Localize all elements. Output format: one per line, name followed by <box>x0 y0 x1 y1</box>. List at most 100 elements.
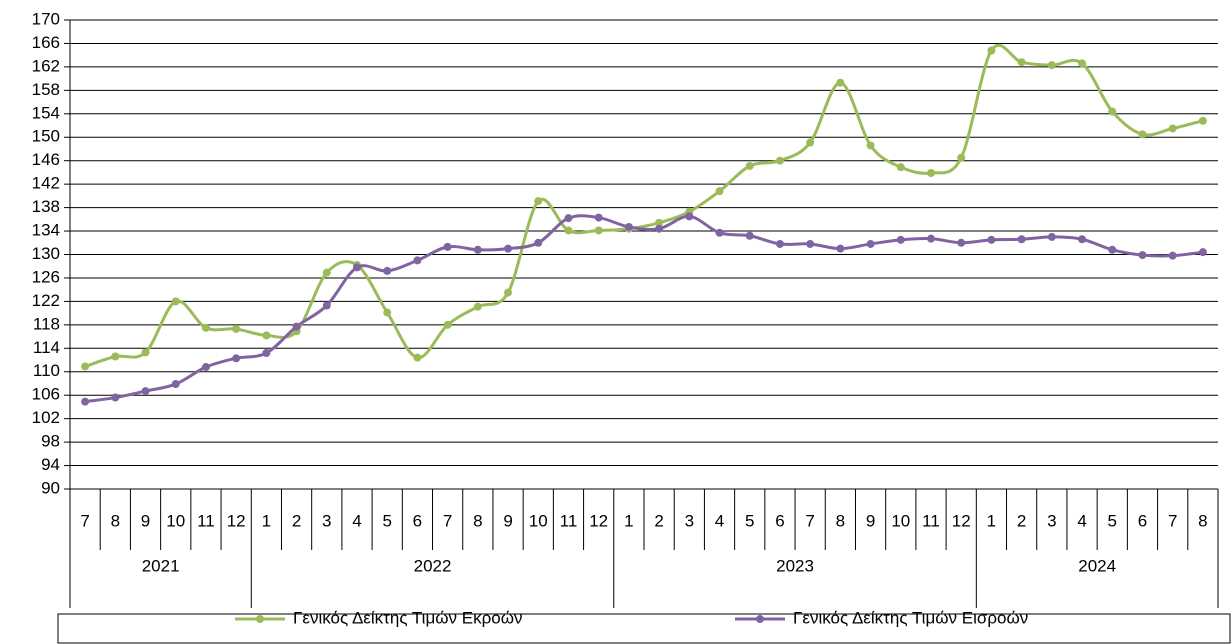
data-point <box>171 380 180 389</box>
data-point <box>715 228 724 237</box>
data-point <box>1108 107 1117 116</box>
data-point <box>1108 245 1117 254</box>
y-tick-label: 162 <box>32 56 60 75</box>
data-point <box>473 245 482 254</box>
data-point <box>775 239 784 248</box>
x-tick-label: 8 <box>1198 511 1207 530</box>
x-tick-label: 12 <box>952 511 971 530</box>
x-tick-label: 1 <box>987 511 996 530</box>
data-point <box>1047 61 1056 70</box>
y-tick-label: 150 <box>32 127 60 146</box>
data-point <box>745 161 754 170</box>
data-point <box>504 244 513 253</box>
x-tick-label: 7 <box>1168 511 1177 530</box>
year-label: 2024 <box>1078 556 1116 575</box>
x-tick-label: 9 <box>866 511 875 530</box>
data-point <box>1078 59 1087 68</box>
y-tick-label: 134 <box>32 221 60 240</box>
data-point <box>81 397 90 406</box>
x-tick-label: 8 <box>836 511 845 530</box>
data-point <box>564 226 573 235</box>
x-tick-label: 6 <box>1138 511 1147 530</box>
y-tick-label: 110 <box>33 361 60 380</box>
data-point <box>141 387 150 396</box>
year-label: 2023 <box>776 556 814 575</box>
data-point <box>1138 251 1147 260</box>
data-point <box>1017 58 1026 67</box>
data-point <box>1168 124 1177 133</box>
x-tick-label: 8 <box>473 511 482 530</box>
x-tick-label: 5 <box>1108 511 1117 530</box>
data-point <box>322 268 331 277</box>
x-tick-label: 9 <box>503 511 512 530</box>
x-tick-label: 5 <box>382 511 391 530</box>
year-label: 2022 <box>414 556 452 575</box>
data-point <box>987 46 996 55</box>
y-tick-label: 170 <box>32 9 60 28</box>
data-point <box>927 169 935 178</box>
data-point <box>171 297 180 306</box>
data-point <box>927 234 935 243</box>
y-tick-label: 98 <box>41 432 60 451</box>
y-tick-label: 94 <box>41 455 60 474</box>
x-tick-label: 10 <box>166 511 185 530</box>
data-point <box>504 288 513 297</box>
x-tick-label: 4 <box>352 511 361 530</box>
x-tick-label: 3 <box>322 511 331 530</box>
data-point <box>534 197 543 206</box>
y-tick-label: 146 <box>32 150 60 169</box>
data-point <box>806 138 815 147</box>
x-tick-label: 5 <box>745 511 754 530</box>
legend-label: Γενικός Δείκτης Τιμών Εισροών <box>793 608 1028 627</box>
data-point <box>1078 235 1087 244</box>
data-point <box>806 239 815 248</box>
data-point <box>292 322 301 331</box>
data-point <box>413 353 422 362</box>
data-point <box>383 308 392 317</box>
data-point <box>1198 116 1207 125</box>
data-point <box>81 362 90 371</box>
x-tick-label: 11 <box>560 511 578 530</box>
legend-marker <box>256 615 264 623</box>
x-tick-label: 3 <box>1047 511 1056 530</box>
year-label: 2021 <box>142 556 180 575</box>
x-tick-label: 2 <box>1017 511 1026 530</box>
series-line <box>84 214 1204 404</box>
data-point <box>201 363 210 372</box>
data-point <box>1168 251 1177 260</box>
y-tick-label: 158 <box>32 80 60 99</box>
x-tick-label: 6 <box>775 511 784 530</box>
data-point <box>655 224 664 233</box>
x-tick-label: 8 <box>111 511 120 530</box>
data-point <box>232 324 241 333</box>
series-line <box>84 43 1204 368</box>
data-point <box>534 238 543 247</box>
data-point <box>715 187 724 196</box>
x-tick-label: 1 <box>624 511 633 530</box>
y-tick-label: 102 <box>32 408 60 427</box>
x-tick-label: 7 <box>805 511 814 530</box>
x-tick-label: 3 <box>685 511 694 530</box>
data-point <box>655 218 664 227</box>
data-point <box>957 238 966 247</box>
data-point <box>1017 235 1026 244</box>
x-tick-label: 1 <box>262 511 271 530</box>
data-point <box>262 331 271 340</box>
legend-box <box>57 613 1231 644</box>
data-point <box>745 231 754 240</box>
y-tick-label: 142 <box>32 174 60 193</box>
data-point <box>987 235 996 244</box>
y-tick-label: 106 <box>32 385 60 404</box>
y-tick-label: 122 <box>32 291 60 310</box>
data-point <box>353 263 361 272</box>
data-point <box>322 301 331 310</box>
data-point <box>443 320 452 329</box>
x-tick-label: 11 <box>922 511 940 530</box>
data-point <box>141 348 150 357</box>
data-point <box>443 242 452 251</box>
x-tick-label: 4 <box>715 511 724 530</box>
y-tick-label: 138 <box>32 197 60 216</box>
x-tick-label: 10 <box>529 511 548 530</box>
x-tick-label: 2 <box>292 511 301 530</box>
